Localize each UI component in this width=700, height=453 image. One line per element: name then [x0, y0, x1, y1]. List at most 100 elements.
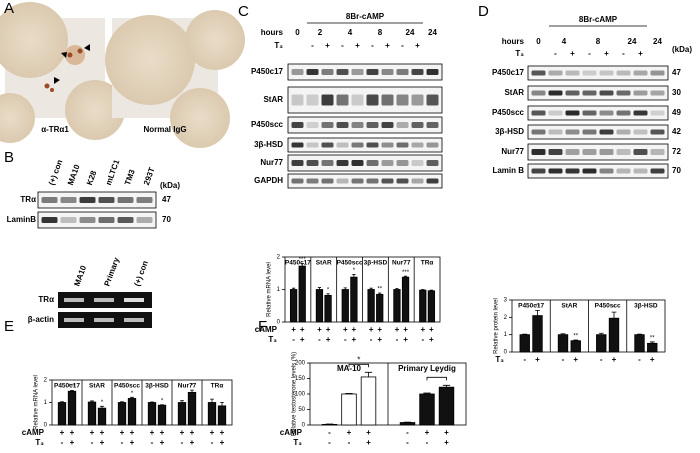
condition-sign: + — [444, 438, 449, 447]
group-label: P450scc — [595, 303, 621, 310]
band — [291, 142, 304, 148]
row-label: 3β-HSD — [254, 140, 283, 149]
band — [351, 142, 364, 148]
kda-label: 72 — [672, 147, 681, 156]
condition-label: cAMP — [22, 428, 45, 437]
condition-sign: + — [100, 438, 105, 447]
row-label: Nur77 — [260, 158, 283, 167]
condition-sign: + — [120, 428, 125, 437]
bar — [117, 402, 127, 426]
y-tick-label: 50 — [298, 407, 305, 413]
bar — [350, 276, 358, 323]
kda-label: 70 — [672, 166, 681, 175]
error-bar — [220, 402, 224, 406]
blot-frame — [287, 116, 443, 134]
bar — [97, 407, 107, 426]
row-label: GAPDH — [254, 176, 283, 185]
error-bar — [598, 332, 604, 335]
t3-sign: + — [638, 49, 643, 58]
band — [351, 160, 364, 166]
bar — [634, 334, 645, 353]
condition-sign: + — [429, 325, 434, 334]
bar — [399, 422, 416, 426]
bar — [532, 315, 543, 353]
band — [396, 142, 409, 148]
condition-label: cAMP — [280, 428, 303, 437]
band — [650, 168, 665, 174]
condition-sign: + — [220, 428, 225, 437]
condition-sign: - — [181, 438, 184, 447]
bar — [608, 317, 620, 353]
band — [366, 160, 379, 166]
band — [531, 70, 546, 76]
hours-value: 2 — [318, 28, 323, 37]
row-label: TRα — [38, 295, 54, 304]
y-tick-label: 0 — [302, 423, 306, 429]
band — [117, 197, 134, 203]
band — [306, 142, 319, 148]
band — [41, 217, 58, 223]
hours-label: hours — [502, 37, 525, 46]
band — [60, 217, 77, 223]
band — [616, 110, 631, 116]
condition-sign: - — [292, 335, 295, 344]
t3-sign: - — [622, 49, 625, 58]
y-axis-label: Relative testosterone levels (%) — [292, 352, 298, 436]
condition-sign: - — [406, 428, 409, 437]
error-bar — [429, 289, 434, 291]
gel-band — [124, 318, 144, 322]
condition-sign: - — [426, 438, 429, 447]
lane-label: K28 — [85, 169, 99, 186]
gel-band — [94, 298, 114, 302]
bar — [157, 404, 167, 426]
condition-sign: + — [366, 438, 371, 447]
band — [136, 217, 153, 223]
condition-sign: - — [344, 335, 347, 344]
lane-label: (+) con — [47, 158, 65, 186]
y-tick-label: 2 — [44, 378, 48, 384]
condition-sign: + — [612, 355, 617, 364]
band — [60, 197, 77, 203]
band — [336, 122, 349, 128]
condition-sign: - — [523, 355, 526, 364]
condition-sign: - — [638, 355, 641, 364]
panel-label: E — [4, 318, 14, 335]
error-bar — [423, 392, 431, 394]
condition-sign: + — [160, 428, 165, 437]
treatment-label: 8Br-cAMP — [346, 12, 385, 21]
y-axis-label: Relative mRNA level — [267, 262, 273, 317]
y-tick-label: 0 — [504, 350, 508, 356]
error-bar — [649, 341, 655, 344]
band — [381, 178, 394, 184]
band — [582, 129, 597, 135]
kda-label: 42 — [672, 127, 681, 136]
blot-frame — [527, 85, 669, 101]
significance-star: * — [353, 268, 356, 274]
condition-sign: + — [429, 335, 434, 344]
hours-label: hours — [261, 28, 284, 37]
hours-value: 24 — [428, 28, 437, 37]
condition-sign: + — [535, 355, 540, 364]
group-label: 3β-HSD — [634, 303, 658, 310]
bar — [557, 334, 569, 353]
band — [366, 122, 379, 128]
bar — [427, 290, 436, 323]
condition-sign: - — [328, 428, 331, 437]
hours-value: 24 — [406, 28, 415, 37]
condition-sign: + — [352, 325, 357, 334]
gel-band — [94, 318, 114, 322]
blot-frame — [527, 163, 669, 179]
error-bar — [291, 287, 296, 290]
significance-star: ** — [573, 334, 578, 340]
error-bar — [210, 398, 214, 403]
band — [531, 110, 546, 116]
band — [531, 129, 546, 135]
t3-sign: - — [554, 49, 557, 58]
condition-sign: + — [573, 355, 578, 364]
band — [306, 69, 319, 75]
band — [426, 142, 439, 148]
band — [633, 168, 648, 174]
condition-label: T₃ — [293, 438, 302, 447]
group-label: 3β-HSD — [145, 383, 169, 390]
band — [548, 168, 563, 174]
